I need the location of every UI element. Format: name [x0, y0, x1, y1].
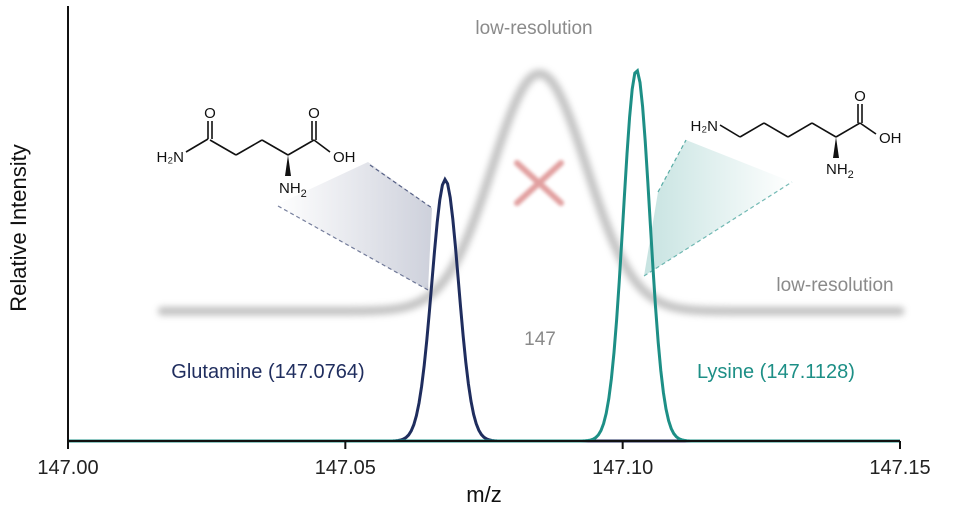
x-axis-ticks: 147.00 147.05 147.10 147.15 [37, 441, 931, 479]
low-resolution-layer [157, 69, 905, 316]
x-tick-label: 147.05 [315, 457, 376, 479]
lysine-oh: OH [879, 130, 902, 147]
series-line-low-resolution [157, 69, 905, 316]
glutamine-label: Glutamine (147.0764) [171, 361, 364, 383]
x-tick-label: 147.15 [869, 457, 930, 479]
glutamine-oh: OH [333, 149, 356, 166]
glutamine-carbonyl-o: O [204, 105, 216, 122]
series-line-lysine [68, 67, 900, 443]
lysine-h2n: H₂N [691, 118, 719, 135]
lysine-acid-o: O [854, 88, 866, 105]
lysine-nh2: NH2 [826, 161, 854, 181]
lysine-label: Lysine (147.1128) [697, 361, 855, 383]
x-tick-label: 147.00 [37, 457, 98, 479]
glutamine-pointer-line-top [369, 164, 433, 209]
low-resolution-label-right: low-resolution [776, 275, 893, 296]
lysine-glow-wedge [644, 140, 792, 276]
unresolved-cross-icon [514, 160, 564, 206]
lysine-pointer-line-bottom [643, 181, 793, 277]
glutamine-glow-wedge [276, 162, 432, 290]
lysine-pointer-line-top [657, 139, 687, 193]
x-axis-title: m/z [466, 482, 501, 507]
low-resolution-label-top: low-resolution [475, 18, 592, 39]
high-resolution-layer [68, 67, 900, 443]
glutamine-acid-o: O [308, 105, 320, 122]
x-tick-label: 147.10 [592, 457, 653, 479]
glutamine-pointer-line-bottom [277, 205, 429, 291]
merged-peak-label: 147 [524, 329, 556, 350]
glutamine-structure-diagram [185, 121, 331, 176]
glutamine-nh2: NH2 [279, 180, 307, 200]
y-axis-title: Relative Intensity [6, 144, 31, 312]
lysine-structure-diagram [719, 104, 877, 158]
glutamine-h2n: H₂N [157, 149, 185, 166]
